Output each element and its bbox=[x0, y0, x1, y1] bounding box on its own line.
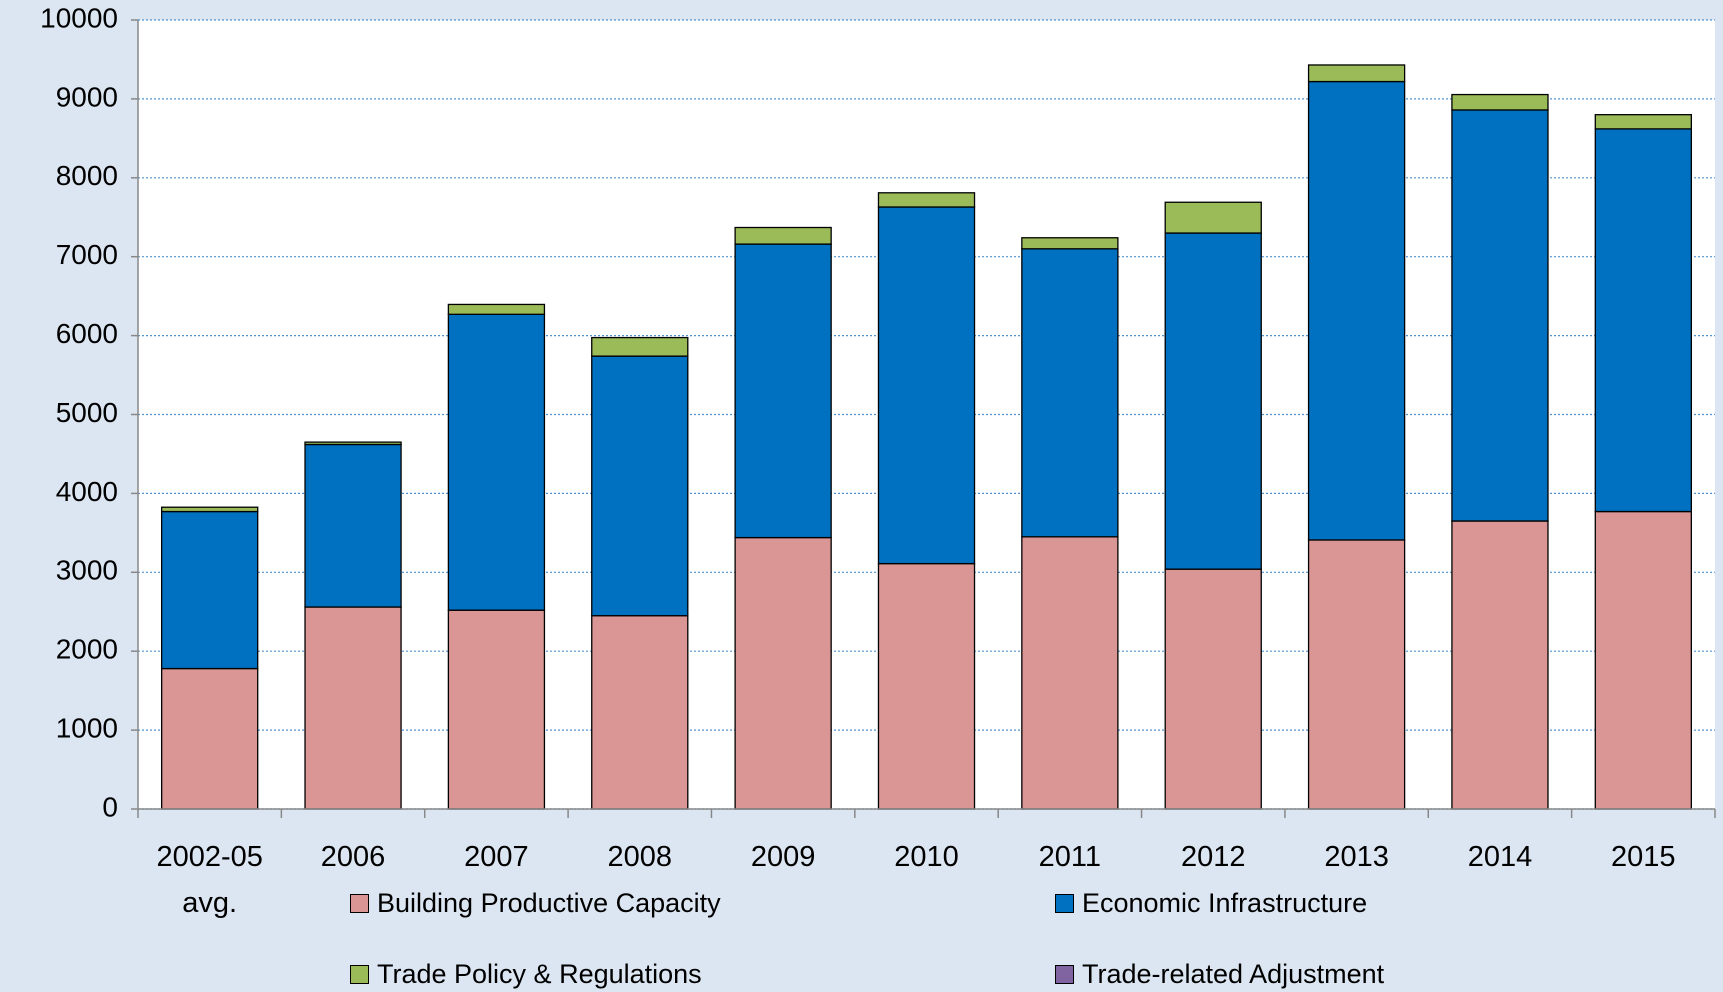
legend-item: Trade-related Adjustment bbox=[1055, 959, 1384, 990]
x-tick-label: 2006 bbox=[320, 841, 386, 873]
bar-segment bbox=[1594, 114, 1692, 130]
x-tick-label: 2013 bbox=[1324, 841, 1389, 873]
bar-segment bbox=[304, 606, 402, 810]
y-tick-label: 9000 bbox=[56, 81, 118, 112]
bar-segment bbox=[591, 615, 689, 810]
bar-segment bbox=[877, 206, 976, 565]
bar-segment bbox=[1594, 128, 1692, 513]
x-tick-label: 2015 bbox=[1611, 841, 1676, 873]
bar-segment bbox=[1307, 539, 1406, 810]
bar-segment bbox=[1164, 201, 1262, 234]
y-tick-label: 1000 bbox=[56, 712, 118, 743]
bar-segment bbox=[734, 226, 832, 245]
bar-segment bbox=[734, 243, 832, 539]
y-tick-label: 0 bbox=[102, 791, 118, 822]
legend-swatch bbox=[1055, 894, 1074, 913]
bar-segment bbox=[304, 441, 402, 446]
x-tick-label: 2007 bbox=[464, 841, 529, 873]
legend-item: Economic Infrastructure bbox=[1055, 888, 1367, 919]
bar-segment bbox=[1021, 248, 1119, 538]
y-tick-label: 7000 bbox=[56, 239, 118, 270]
bar-segment bbox=[591, 355, 689, 617]
bar-segment bbox=[1594, 510, 1692, 810]
bar-segment bbox=[304, 443, 402, 608]
y-tick-label: 6000 bbox=[56, 318, 118, 349]
y-tick-label: 4000 bbox=[56, 476, 118, 507]
bar-segment bbox=[1021, 536, 1119, 810]
x-tick-label: 2011 bbox=[1038, 841, 1102, 873]
x-tick-label: 2012 bbox=[1180, 841, 1246, 873]
bar-segment bbox=[447, 609, 546, 810]
bar-segment bbox=[1451, 109, 1549, 522]
bar-segment bbox=[161, 510, 259, 670]
bar-segment bbox=[877, 562, 976, 810]
bar-segment bbox=[1021, 237, 1119, 250]
legend-swatch bbox=[1055, 965, 1074, 984]
bar-segment bbox=[161, 506, 259, 513]
y-tick-label: 3000 bbox=[56, 555, 118, 586]
y-tick-label: 8000 bbox=[56, 160, 118, 191]
legend-label: Trade-related Adjustment bbox=[1082, 959, 1385, 989]
legend-label: Building Productive Capacity bbox=[377, 888, 721, 918]
bar-segment bbox=[1451, 520, 1549, 810]
bar-segment bbox=[734, 536, 832, 810]
bar-segment bbox=[877, 192, 976, 208]
bar-segment bbox=[591, 336, 689, 357]
legend-item: Trade Policy & Regulations bbox=[350, 959, 702, 990]
legend-item: Building Productive Capacity bbox=[350, 888, 721, 919]
legend-label: Trade Policy & Regulations bbox=[377, 959, 702, 989]
bar-segment bbox=[1164, 232, 1262, 570]
legend-swatch bbox=[350, 965, 369, 984]
y-tick-label: 10000 bbox=[40, 2, 118, 33]
bar-segment bbox=[1451, 93, 1549, 111]
legend-swatch bbox=[350, 894, 369, 913]
bar-segment bbox=[447, 313, 546, 611]
y-tick-label: 5000 bbox=[56, 397, 118, 428]
x-tick-label: 2010 bbox=[894, 841, 959, 873]
bar-segment bbox=[1307, 64, 1406, 83]
x-tick-label: 2008 bbox=[607, 841, 673, 873]
bar-segment bbox=[447, 303, 546, 315]
bar-segment bbox=[1307, 80, 1406, 541]
x-tick-label: 2014 bbox=[1467, 841, 1533, 873]
x-tick-label: 2002-05 avg. bbox=[156, 841, 263, 919]
y-tick-label: 2000 bbox=[56, 634, 118, 665]
bar-segment bbox=[1164, 568, 1262, 810]
legend-label: Economic Infrastructure bbox=[1082, 888, 1368, 918]
x-tick-label: 2009 bbox=[750, 841, 816, 873]
bar-segment bbox=[161, 667, 259, 810]
